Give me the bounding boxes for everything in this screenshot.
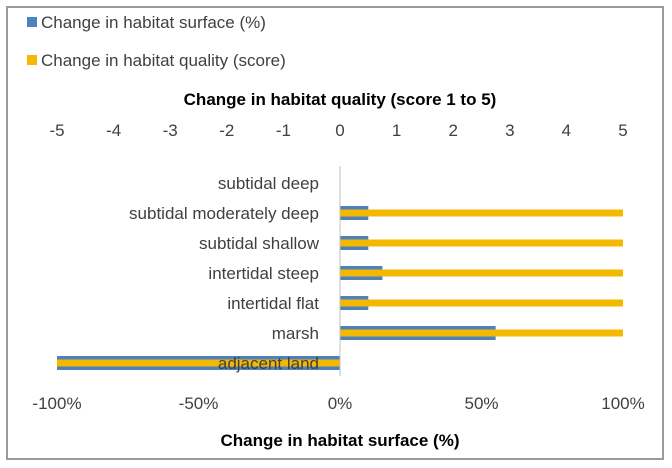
bottom-tick-label: 0%: [328, 394, 353, 413]
chart-frame: [6, 6, 664, 460]
top-tick-label: 1: [392, 121, 401, 140]
top-tick-label: 4: [562, 121, 571, 140]
top-tick-label: -5: [49, 121, 64, 140]
bars: [57, 206, 623, 370]
bottom-tick-label: -50%: [179, 394, 219, 413]
category-label: subtidal deep: [218, 174, 319, 193]
category-label: subtidal moderately deep: [129, 204, 319, 223]
bottom-tick-label: -100%: [32, 394, 81, 413]
quality-bar: [340, 239, 623, 247]
top-tick-label: 5: [618, 121, 627, 140]
legend: Change in habitat surface (%) Change in …: [27, 13, 286, 70]
bottom-tick-label: 100%: [601, 394, 644, 413]
top-tick-label: -2: [219, 121, 234, 140]
category-label: marsh: [272, 324, 319, 343]
top-axis: -5 -4 -3 -2 -1 0 1 2 3 4 5: [49, 121, 627, 140]
bottom-axis-title: Change in habitat surface (%): [221, 431, 460, 450]
category-label: intertidal flat: [227, 294, 319, 313]
category-label: adjacent land: [218, 354, 319, 373]
category-labels: subtidal deep subtidal moderately deep sub…: [129, 174, 320, 373]
top-tick-label: -3: [163, 121, 178, 140]
quality-bar: [340, 209, 623, 217]
legend-label-quality: Change in habitat quality (score): [41, 51, 286, 70]
quality-bar: [340, 329, 623, 337]
top-axis-title: Change in habitat quality (score 1 to 5): [184, 90, 497, 109]
legend-swatch-quality: [27, 55, 37, 65]
bottom-axis: -100% -50% 0% 50% 100%: [32, 394, 644, 413]
quality-bar: [340, 269, 623, 277]
legend-label-surface: Change in habitat surface (%): [41, 13, 266, 32]
top-tick-label: -4: [106, 121, 121, 140]
quality-bar: [340, 299, 623, 307]
top-tick-label: 3: [505, 121, 514, 140]
category-label: subtidal shallow: [199, 234, 320, 253]
top-tick-label: 0: [335, 121, 344, 140]
top-tick-label: -1: [276, 121, 291, 140]
quality-bar: [57, 359, 340, 367]
bottom-tick-label: 50%: [464, 394, 498, 413]
category-label: intertidal steep: [208, 264, 319, 283]
legend-swatch-surface: [27, 17, 37, 27]
top-tick-label: 2: [448, 121, 457, 140]
